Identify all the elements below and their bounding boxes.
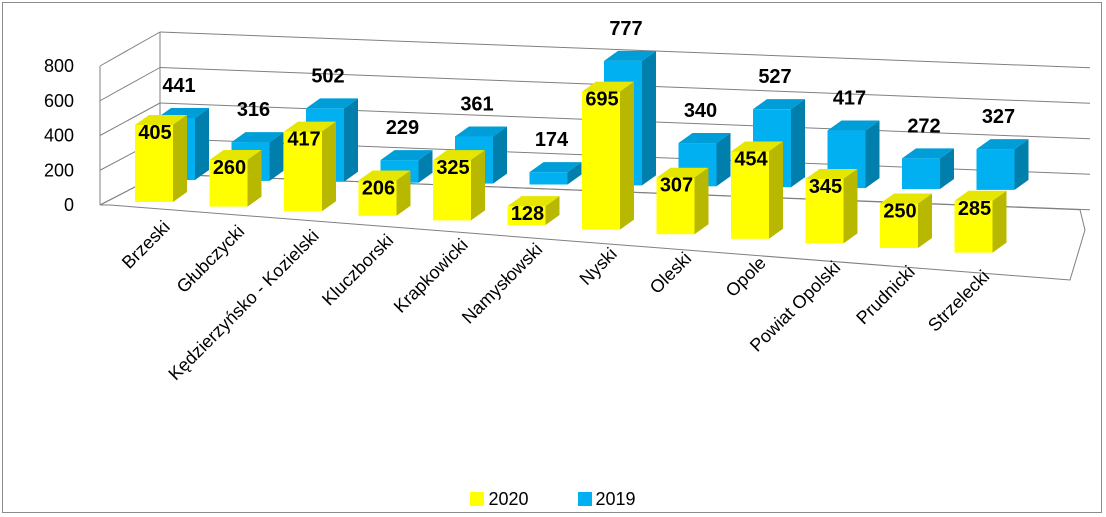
data-label-2020: 307 xyxy=(660,175,693,197)
category-label: Nyski xyxy=(576,244,621,289)
legend-label-2019: 2019 xyxy=(595,488,636,509)
legend-swatch-2020 xyxy=(470,491,485,506)
category-label: Strzelecki xyxy=(924,266,993,335)
data-label-2020: 695 xyxy=(585,89,618,111)
y-tick-label: 400 xyxy=(44,126,74,146)
bar-2020 xyxy=(284,121,336,212)
data-label-2019: 229 xyxy=(386,117,419,139)
category-label: Głubczycki xyxy=(173,221,249,297)
bar-2019 xyxy=(827,120,880,189)
side-gridline xyxy=(99,31,161,67)
data-label-2019: 174 xyxy=(535,129,569,151)
bar-2020 xyxy=(433,150,485,221)
data-label-2020: 405 xyxy=(138,122,171,144)
bar-2019 xyxy=(902,148,954,189)
bar-2020 xyxy=(656,167,709,235)
data-label-2019: 527 xyxy=(758,66,791,88)
side-gridline xyxy=(99,102,161,136)
bar-2020 xyxy=(358,170,411,216)
bar-2020 xyxy=(731,141,783,239)
category-label: Opole xyxy=(722,253,770,301)
y-axis-ticks: 800 600 400 200 0 xyxy=(44,56,74,215)
data-label-2020: 206 xyxy=(362,178,395,200)
bar-2019 xyxy=(976,139,1029,190)
legend-item-2020: 2020 xyxy=(470,489,528,510)
bar-2020 xyxy=(805,168,858,244)
data-label-2020: 260 xyxy=(213,157,246,179)
data-label-2020: 128 xyxy=(511,203,544,225)
data-label-2019: 502 xyxy=(311,65,344,87)
category-label: Kędzierzyńsko - Kozielski xyxy=(164,226,322,384)
data-label-2020: 454 xyxy=(734,148,768,170)
bar-2020 xyxy=(209,150,262,207)
bar-2019 xyxy=(529,162,582,185)
data-label-2020: 345 xyxy=(809,176,842,198)
bar-2020 xyxy=(582,81,634,230)
data-label-2019: 272 xyxy=(907,115,940,137)
data-label-2019: 340 xyxy=(684,100,717,122)
category-label: Oleski xyxy=(646,248,696,298)
category-label: Brzeski xyxy=(118,217,174,273)
y-tick-label: 800 xyxy=(44,56,74,76)
side-gridline xyxy=(99,67,161,102)
data-label-2020: 417 xyxy=(287,129,320,151)
bar-2020 xyxy=(135,114,187,202)
y-tick-label: 600 xyxy=(44,91,74,111)
data-label-2019: 777 xyxy=(609,18,642,40)
data-label-2019: 361 xyxy=(460,93,493,115)
bar-2020 xyxy=(507,196,560,225)
data-label-2020: 325 xyxy=(436,157,469,179)
category-label: Krapkowicki xyxy=(390,235,472,317)
data-label-2020: 285 xyxy=(958,198,991,220)
data-label-2019: 417 xyxy=(833,88,866,110)
legend-swatch-2019 xyxy=(577,491,592,506)
bar-2020 xyxy=(880,193,932,248)
y-tick-label: 200 xyxy=(44,160,74,180)
data-label-2019: 327 xyxy=(982,106,1015,128)
bars xyxy=(135,50,1029,253)
data-label-2020: 250 xyxy=(883,201,916,223)
legend-item-2019: 2019 xyxy=(577,488,636,510)
data-label-2019: 316 xyxy=(237,99,270,121)
data-label-2019: 441 xyxy=(162,75,195,97)
bar-2020 xyxy=(954,190,1007,253)
y-tick-label: 0 xyxy=(64,195,74,215)
legend: 2020 2019 xyxy=(0,488,1106,510)
category-label: Kluczborski xyxy=(318,230,397,309)
data-labels: 441 405 316 260 502 417 229 206 361 325 174 128 777 6… xyxy=(138,18,1015,225)
category-label: Prudnicki xyxy=(852,262,918,328)
gridline xyxy=(159,31,1091,69)
legend-label-2020: 2020 xyxy=(488,488,529,509)
category-label: Namysłowski xyxy=(458,239,546,327)
